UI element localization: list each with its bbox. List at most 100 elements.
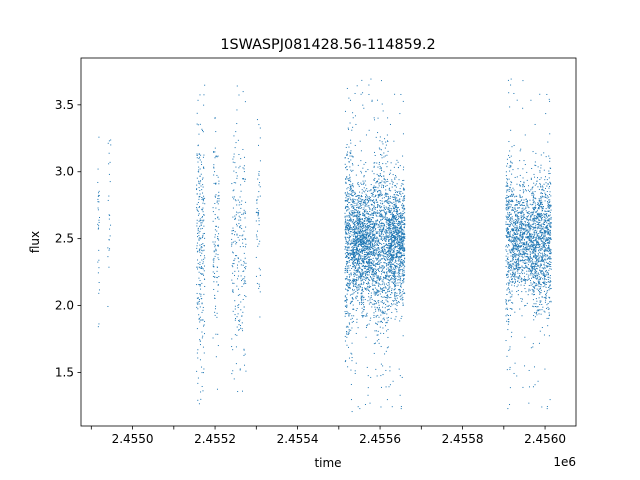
data-point	[394, 318, 396, 320]
data-point	[357, 259, 359, 261]
data-point	[367, 226, 369, 228]
data-point	[402, 236, 404, 238]
data-point	[368, 93, 370, 95]
data-point	[396, 302, 398, 304]
data-point	[387, 223, 389, 225]
data-point	[346, 246, 348, 248]
data-point	[385, 226, 387, 228]
data-point	[386, 295, 388, 297]
data-point	[389, 183, 391, 185]
data-point	[394, 218, 396, 220]
data-point	[358, 260, 360, 262]
data-point	[402, 255, 404, 257]
data-point	[217, 176, 219, 178]
data-point	[198, 266, 200, 268]
data-point	[98, 190, 100, 192]
data-point	[358, 232, 360, 234]
data-point	[390, 221, 392, 223]
data-point	[362, 223, 364, 225]
data-point	[388, 210, 390, 212]
data-point	[109, 181, 111, 183]
data-point	[363, 202, 365, 204]
data-point	[396, 265, 398, 267]
data-point	[369, 226, 371, 228]
data-point	[395, 266, 397, 268]
data-point	[258, 184, 260, 186]
data-point	[528, 269, 530, 271]
data-point	[511, 243, 513, 245]
data-point	[234, 240, 236, 242]
data-point	[398, 255, 400, 257]
data-point	[361, 233, 363, 235]
data-point	[395, 275, 397, 277]
data-point	[357, 292, 359, 294]
data-point	[401, 254, 403, 256]
data-point	[358, 252, 360, 254]
data-point	[385, 240, 387, 242]
data-point	[352, 253, 354, 255]
data-point	[391, 230, 393, 232]
data-point	[245, 282, 247, 284]
data-point	[399, 256, 401, 258]
data-point	[509, 187, 511, 189]
data-point	[375, 206, 377, 208]
data-point	[378, 261, 380, 263]
data-point	[375, 198, 377, 200]
data-point	[344, 229, 346, 231]
data-point	[511, 146, 513, 148]
data-point	[360, 198, 362, 200]
data-point	[388, 219, 390, 221]
data-point	[505, 235, 507, 237]
data-point	[510, 204, 512, 206]
data-point	[352, 117, 354, 119]
data-point	[391, 216, 393, 218]
data-point	[365, 258, 367, 260]
data-point	[348, 174, 350, 176]
data-point	[392, 259, 394, 261]
data-point	[242, 213, 244, 215]
data-point	[200, 298, 202, 300]
data-point	[196, 157, 198, 159]
data-point	[198, 250, 200, 252]
data-point	[374, 330, 376, 332]
data-point	[354, 259, 356, 261]
data-point	[527, 256, 529, 258]
data-point	[392, 276, 394, 278]
data-point	[244, 364, 246, 366]
data-point	[357, 269, 359, 271]
data-point	[235, 131, 237, 133]
data-point	[234, 319, 236, 321]
data-point	[525, 236, 527, 238]
data-point	[345, 313, 347, 315]
data-point	[202, 177, 204, 179]
data-point	[509, 387, 511, 389]
data-point	[371, 263, 373, 265]
data-point	[351, 239, 353, 241]
data-point	[344, 236, 346, 238]
data-point	[379, 214, 381, 216]
data-point	[362, 276, 364, 278]
data-point	[256, 212, 258, 214]
data-point	[379, 227, 381, 229]
data-point	[398, 268, 400, 270]
data-point	[353, 206, 355, 208]
data-point	[393, 221, 395, 223]
data-point	[355, 332, 357, 334]
data-point	[380, 273, 382, 275]
data-point	[399, 265, 401, 267]
data-point	[388, 270, 390, 272]
data-point	[393, 216, 395, 218]
data-point	[196, 188, 198, 190]
data-point	[348, 220, 350, 222]
data-point	[362, 222, 364, 224]
data-point	[202, 235, 204, 237]
data-point	[377, 195, 379, 197]
data-point	[366, 241, 368, 243]
data-point	[356, 318, 358, 320]
data-point	[348, 161, 350, 163]
data-point	[382, 163, 384, 165]
data-point	[239, 325, 241, 327]
data-point	[522, 184, 524, 186]
data-point	[256, 119, 258, 121]
data-point	[356, 259, 358, 261]
